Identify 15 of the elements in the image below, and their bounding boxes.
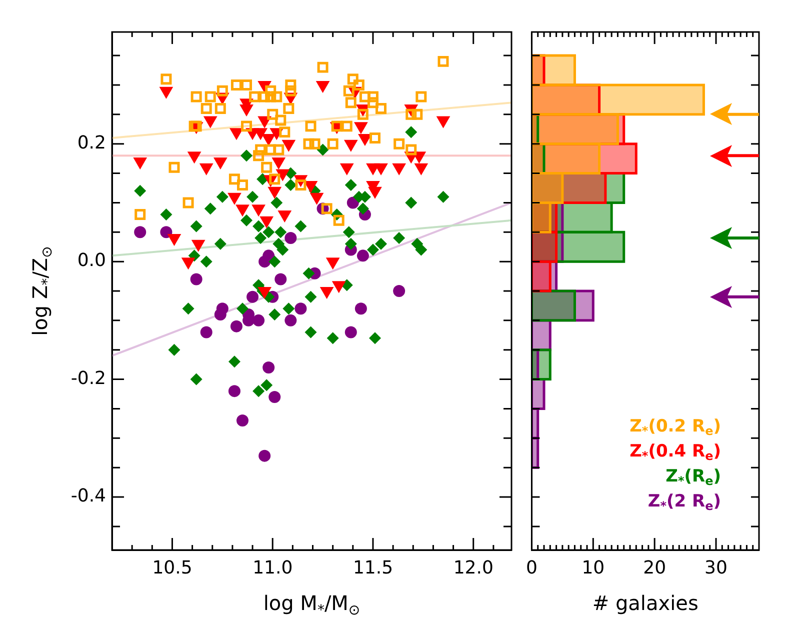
x-tick-label: 11.0 — [252, 557, 293, 578]
y-tick-label: 0.2 — [77, 132, 106, 154]
x-tick-label: 30 — [704, 557, 728, 578]
y-tick-label: -0.4 — [70, 486, 106, 507]
x-axis-title: # galaxies — [592, 591, 698, 616]
y-tick-label: -0.2 — [70, 368, 106, 389]
x-tick-label: 10 — [582, 557, 605, 578]
x-tick-label: 12.0 — [453, 557, 494, 578]
x-axis-title: log M*/M⊙ — [263, 591, 360, 619]
x-tick-label: 10.5 — [152, 557, 192, 578]
x-tick-label: 0 — [526, 557, 538, 578]
y-tick-label: 0.0 — [77, 250, 106, 272]
y-axis-title: log Z*/Z⊙ — [28, 246, 56, 336]
x-tick-label: 11.5 — [352, 557, 394, 578]
x-tick-label: 20 — [643, 557, 666, 578]
